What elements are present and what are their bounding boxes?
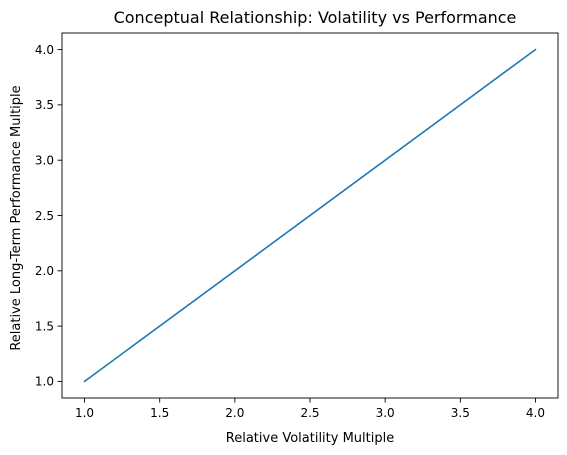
y-tick-label: 3.5 bbox=[35, 98, 54, 112]
x-tick-label: 1.5 bbox=[150, 406, 169, 420]
x-tick-label: 4.0 bbox=[526, 406, 545, 420]
y-tick-label: 1.0 bbox=[35, 375, 54, 389]
chart-title: Conceptual Relationship: Volatility vs P… bbox=[114, 8, 517, 27]
x-tick-label: 2.0 bbox=[225, 406, 244, 420]
x-tick-label: 1.0 bbox=[75, 406, 94, 420]
x-tick-label: 3.0 bbox=[376, 406, 395, 420]
y-tick-label: 2.0 bbox=[35, 264, 54, 278]
plot-area: 1.0 1.5 2.0 2.5 3.0 3.5 4.0 1.0 1.5 2.0 2.5 3.0 3.5 4… bbox=[35, 32, 559, 420]
y-tick-label: 4.0 bbox=[35, 43, 54, 57]
series-line-0 bbox=[83, 48, 537, 383]
y-axis-label: Relative Long-Term Performance Multiple bbox=[9, 85, 24, 350]
x-axis-label: Relative Volatility Multiple bbox=[226, 431, 394, 446]
x-tick-label: 3.5 bbox=[451, 406, 470, 420]
y-tick-label: 2.5 bbox=[35, 209, 54, 223]
y-tick-label: 1.5 bbox=[35, 319, 54, 333]
x-tick-label: 2.5 bbox=[300, 406, 319, 420]
y-tick-label: 3.0 bbox=[35, 153, 54, 167]
